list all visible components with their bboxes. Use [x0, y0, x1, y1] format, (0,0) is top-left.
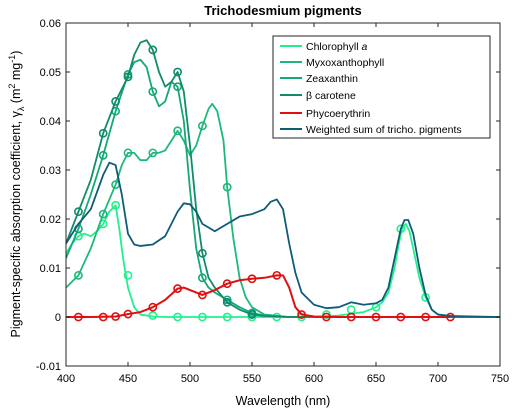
legend-entry-myxoxanthophyll: Myxoxanthophyll	[280, 57, 384, 69]
data-point	[222, 279, 232, 289]
series-line	[66, 102, 500, 318]
legend-label: Chlorophyll a	[306, 41, 367, 53]
data-point	[197, 121, 207, 131]
legend-label: Phycoerythrin	[306, 108, 370, 120]
data-point	[148, 148, 158, 158]
y-tick-label: 0.03	[40, 165, 61, 177]
y-tick-label: -0.01	[36, 361, 61, 373]
data-point	[111, 312, 120, 321]
data-point	[123, 270, 133, 280]
x-tick-label: 450	[119, 373, 137, 385]
data-point	[346, 312, 356, 322]
data-point	[247, 274, 257, 284]
data-point	[148, 45, 158, 55]
data-point	[247, 310, 257, 319]
data-point	[123, 148, 133, 158]
series-line	[66, 161, 500, 318]
series-5	[66, 161, 500, 318]
data-point	[222, 182, 232, 192]
data-point	[173, 312, 182, 322]
data-point	[173, 67, 182, 77]
x-tick-label: 400	[57, 373, 75, 385]
data-point	[197, 248, 207, 258]
data-point	[173, 126, 182, 136]
data-point	[222, 312, 232, 322]
legend-label: Zeaxanthin	[306, 73, 358, 85]
y-tick-label: 0.05	[40, 67, 61, 79]
data-point	[111, 200, 120, 210]
data-point	[173, 82, 182, 92]
data-point	[197, 290, 207, 300]
data-point	[272, 270, 282, 280]
legend-entry-chlorophyll-a: Chlorophyll a	[280, 41, 367, 53]
data-point	[321, 312, 331, 322]
data-point	[74, 312, 83, 322]
y-tick-label: 0.01	[40, 263, 61, 275]
x-tick-label: 700	[429, 373, 447, 385]
x-axis: 400 450 500 550 600 650 700 750	[57, 23, 509, 385]
data-point	[123, 72, 133, 82]
data-point	[148, 302, 158, 312]
y-axis-label: Pigment-specific absorption coefficient,…	[7, 51, 26, 338]
y-tick-label: 0.02	[40, 214, 61, 226]
legend-entry-zeaxanthin: Zeaxanthin	[280, 73, 358, 85]
data-point	[74, 270, 83, 280]
data-point	[371, 312, 381, 322]
data-point	[421, 312, 430, 322]
data-point	[98, 128, 108, 138]
x-tick-label: 550	[243, 373, 261, 385]
data-point	[148, 311, 158, 320]
series-line	[66, 39, 500, 318]
data-point	[74, 207, 83, 217]
data-point	[445, 312, 455, 322]
y-tick-label: 0.06	[40, 18, 61, 30]
legend-label: Weighted sum of tricho. pigments	[306, 124, 462, 136]
x-axis-label: Wavelength (nm)	[236, 394, 331, 408]
data-point	[111, 97, 120, 106]
data-point	[98, 209, 108, 219]
plot-frame	[65, 22, 501, 367]
y-tick-label: 0.04	[40, 116, 61, 128]
series-4	[66, 270, 455, 322]
legend-box	[272, 35, 491, 139]
series-3	[66, 39, 500, 319]
data-point	[197, 312, 207, 322]
x-tick-label: 600	[305, 373, 323, 385]
data-point	[197, 273, 207, 283]
data-point	[148, 87, 158, 96]
legend-entry-weighted-sum: Weighted sum of tricho. pigments	[280, 124, 462, 136]
x-tick-label: 500	[181, 373, 199, 385]
series-layer	[66, 39, 500, 322]
legend-entry-phycoerythrin: Phycoerythrin	[280, 108, 370, 120]
data-point	[123, 309, 133, 319]
data-point	[173, 284, 182, 293]
legend-label: β carotene	[306, 90, 356, 102]
y-axis: -0.01 0 0.01 0.02 0.03 0.04 0.05 0.06	[36, 18, 500, 373]
y-tick-label: 0	[55, 312, 61, 324]
series-1	[66, 102, 500, 318]
data-point	[222, 297, 232, 307]
series-line	[66, 58, 500, 318]
data-point	[98, 312, 108, 322]
legend-label: Myxoxanthophyll	[306, 57, 384, 69]
data-point	[297, 310, 306, 319]
legend: Chlorophyll a Myxoxanthophyll Zeaxanthin…	[272, 35, 491, 139]
legend-entry-beta-carotene: β carotene	[280, 90, 356, 102]
data-point	[98, 150, 108, 160]
data-point	[396, 312, 406, 322]
x-tick-label: 650	[367, 373, 385, 385]
chart-title: Trichodesmium pigments	[204, 3, 361, 18]
x-tick-label: 750	[491, 373, 509, 385]
